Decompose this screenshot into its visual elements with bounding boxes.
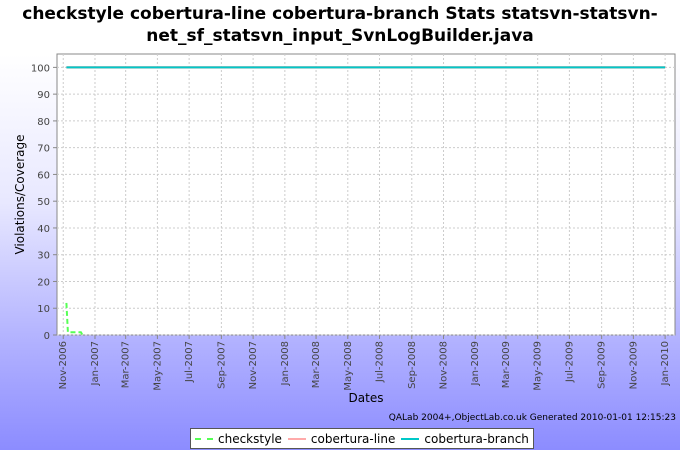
y-axis-label: Violations/Coverage — [13, 134, 27, 254]
x-tick-label: Nov-2008 — [439, 341, 450, 389]
x-tick-label: Jan-2009 — [470, 341, 481, 386]
y-tick-label: 100 — [31, 63, 50, 74]
x-tick-label: May-2009 — [533, 341, 544, 391]
x-tick-label: Jul-2008 — [375, 341, 386, 383]
plot-area — [56, 53, 676, 336]
legend-label: cobertura-branch — [424, 431, 529, 446]
x-tick-label: Sep-2008 — [407, 341, 418, 389]
x-tick-label: Mar-2009 — [501, 341, 512, 388]
x-tick-label: Jul-2009 — [564, 341, 575, 383]
y-tick-label: 20 — [37, 277, 50, 288]
y-tick-label: 70 — [37, 144, 50, 155]
y-tick-label: 60 — [37, 170, 50, 181]
legend-item-checkstyle: checkstyle — [195, 432, 282, 446]
chart-legend: checkstyle cobertura-line cobertura-branch — [190, 428, 534, 449]
y-tick-label: 10 — [37, 304, 50, 315]
x-tick-label: Nov-2006 — [58, 341, 69, 389]
y-tick-label: 90 — [37, 90, 50, 101]
legend-swatch — [195, 437, 213, 440]
x-tick-label: Nov-2007 — [248, 341, 259, 389]
x-tick-label: Sep-2007 — [216, 341, 227, 389]
legend-item-cobertura-line: cobertura-line — [287, 431, 396, 446]
y-tick-label: 0 — [44, 331, 50, 342]
legend-label: checkstyle — [218, 431, 282, 446]
x-tick-label: Mar-2008 — [311, 341, 322, 388]
y-tick-label: 80 — [37, 117, 50, 128]
x-axis-label: Dates — [349, 391, 384, 405]
chart-title-line-1: checkstyle cobertura-line cobertura-bran… — [22, 4, 658, 24]
x-tick-label: Mar-2007 — [121, 341, 132, 388]
legend-swatch — [287, 437, 306, 440]
legend-label: cobertura-line — [310, 431, 396, 446]
legend-item-cobertura-branch: cobertura-branch — [401, 432, 529, 446]
chart-title-line-2: net_sf_statsvn_input_SvnLogBuilder.java — [146, 26, 534, 46]
x-tick-label: Jul-2007 — [184, 341, 195, 383]
series-line-checkstyle — [65, 302, 84, 336]
x-tick-label: Sep-2009 — [597, 341, 608, 389]
legend-swatch — [401, 437, 420, 440]
generator-footer: QALab 2004+,ObjectLab.co.uk Generated 20… — [388, 413, 676, 423]
x-tick-label: May-2008 — [343, 341, 354, 391]
x-tick-label: Jan-2010 — [660, 341, 671, 386]
y-tick-label: 30 — [37, 251, 50, 262]
x-tick-label: Jan-2007 — [90, 341, 101, 386]
y-tick-label: 40 — [37, 224, 50, 235]
y-tick-label: 50 — [37, 197, 50, 208]
x-tick-label: May-2007 — [152, 341, 163, 391]
x-tick-label: Jan-2008 — [280, 341, 291, 386]
x-tick-label: Nov-2009 — [628, 341, 639, 389]
